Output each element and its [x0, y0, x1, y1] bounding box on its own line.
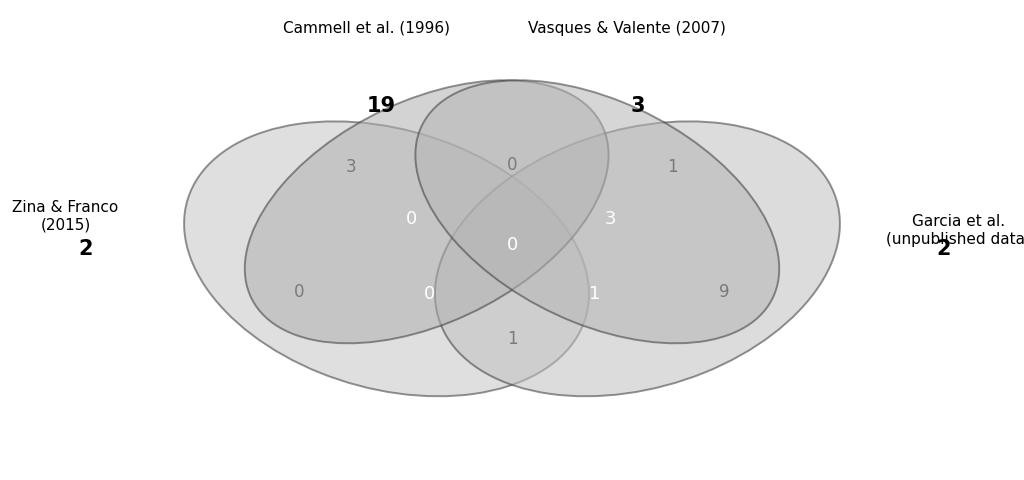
Text: Garcia et al.
(unpublished data): Garcia et al. (unpublished data)	[886, 215, 1024, 247]
Text: Vasques & Valente (2007): Vasques & Valente (2007)	[528, 21, 726, 36]
Text: 9: 9	[720, 283, 730, 301]
Ellipse shape	[416, 80, 779, 343]
Text: Cammell et al. (1996): Cammell et al. (1996)	[283, 21, 450, 36]
Text: 3: 3	[346, 158, 356, 176]
Text: 2: 2	[936, 240, 950, 259]
Text: 0: 0	[294, 283, 304, 301]
Text: 19: 19	[367, 96, 396, 116]
Text: 3: 3	[630, 96, 645, 116]
Text: 0: 0	[424, 285, 435, 303]
Text: 3: 3	[604, 210, 616, 228]
Text: 1: 1	[668, 158, 678, 176]
Text: 1: 1	[507, 330, 517, 348]
Text: 0: 0	[407, 210, 417, 228]
Ellipse shape	[435, 121, 840, 396]
Text: 0: 0	[507, 156, 517, 174]
Text: 2: 2	[78, 240, 93, 259]
Text: 0: 0	[507, 236, 517, 254]
Text: 1: 1	[589, 285, 600, 303]
Text: Zina & Franco
(2015): Zina & Franco (2015)	[12, 200, 119, 233]
Ellipse shape	[184, 121, 589, 396]
Ellipse shape	[245, 80, 608, 343]
